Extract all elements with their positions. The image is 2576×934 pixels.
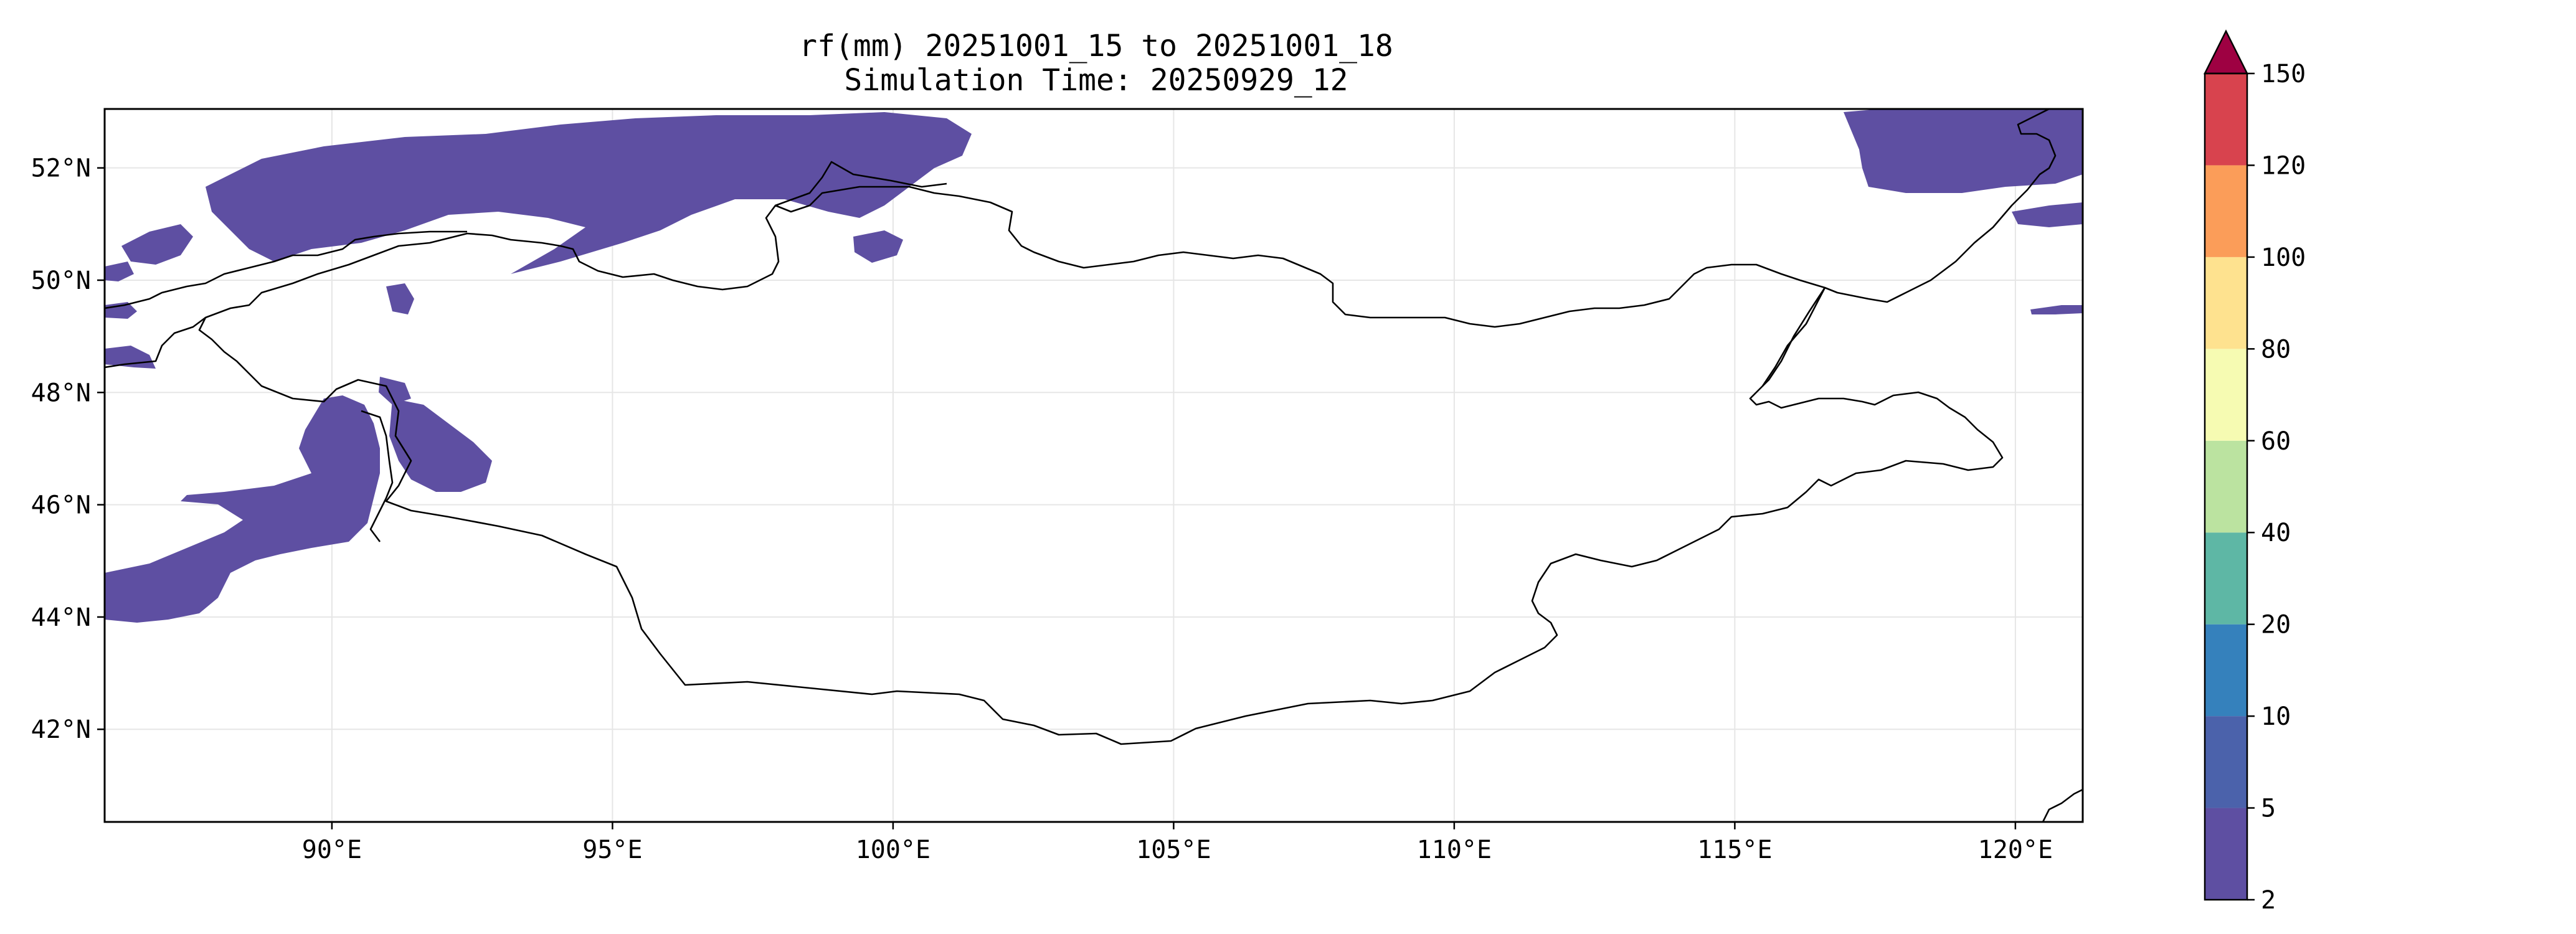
rain-area-altai-small — [379, 377, 411, 405]
northeast-china-inner-border — [1762, 287, 1826, 387]
colorbar-bin — [2205, 440, 2247, 533]
map-panel: 90°E 95°E 100°E 105°E 110°E 115°E 120°E 52°N 50… — [31, 108, 2084, 864]
longitude-ticks: 90°E 95°E 100°E 105°E 110°E 115°E 120°E — [302, 822, 2053, 864]
colorbar-tick-label: 150 — [2261, 60, 2306, 88]
colorbar-extend-arrow — [2203, 29, 2249, 75]
russia-northwest-line — [775, 161, 947, 207]
colorbar-tick-label: 60 — [2261, 427, 2291, 456]
rain-area-northeast — [1844, 109, 2083, 193]
colorbar-frame — [2204, 72, 2248, 901]
precipitation-areas — [105, 109, 2083, 623]
country-borders — [105, 109, 2083, 822]
russia-kazakhstan-border — [105, 230, 467, 369]
mongolia-border — [198, 186, 2004, 745]
lon-tick-label: 115°E — [1697, 836, 1772, 864]
lon-tick-label: 105°E — [1136, 836, 1211, 864]
colorbar-bin — [2205, 624, 2247, 717]
map-title-line1: rf(mm) 20251001_15 to 20251001_18 — [799, 29, 1393, 64]
rain-area-small-west-siberia — [386, 283, 414, 314]
colorbar-bin — [2205, 532, 2247, 625]
lon-tick-label: 95°E — [582, 836, 642, 864]
china-kazakhstan-border — [361, 410, 394, 542]
lon-tick-label: 90°E — [302, 836, 362, 864]
colorbar-bin — [2205, 73, 2247, 166]
colorbar-tick-label: 80 — [2261, 335, 2291, 364]
rain-area-western-lake — [853, 230, 903, 263]
colorbar-tick-label: 120 — [2261, 151, 2306, 180]
rain-area-altai-west — [105, 395, 380, 623]
colorbar-tick-label: 100 — [2261, 243, 2306, 272]
colorbar-bin — [2205, 716, 2247, 808]
colorbar-tick-label: 40 — [2261, 519, 2291, 547]
lat-tick-label: 50°N — [31, 267, 91, 295]
lon-tick-label: 100°E — [856, 836, 930, 864]
colorbar-bin — [2205, 349, 2247, 441]
colorbar: 2 5 10 20 40 60 80 100 120 150 — [2203, 29, 2306, 915]
rain-area-northwest-small-2 — [105, 262, 134, 281]
map-frame — [103, 108, 2084, 823]
lon-tick-label: 120°E — [1978, 836, 2053, 864]
colorbar-tick-label: 2 — [2261, 886, 2276, 915]
colorbar-tick-label: 20 — [2261, 611, 2291, 639]
map-title-line2: Simulation Time: 20250929_12 — [844, 63, 1348, 98]
rain-area-east-edge — [2030, 305, 2083, 314]
lat-tick-label: 46°N — [31, 491, 91, 520]
china-russia-northeast-border — [1824, 109, 2057, 303]
lat-tick-label: 42°N — [31, 715, 91, 744]
rain-area-northeast-small — [2012, 202, 2083, 227]
colorbar-tick-label: 5 — [2261, 795, 2276, 823]
rain-area-northwest-small-1 — [121, 224, 193, 265]
colorbar-bin — [2205, 165, 2247, 257]
southeast-corner-coast — [2042, 788, 2083, 822]
lat-tick-label: 44°N — [31, 603, 91, 632]
lon-tick-label: 110°E — [1417, 836, 1492, 864]
lat-tick-label: 48°N — [31, 379, 91, 407]
colorbar-bin — [2205, 808, 2247, 900]
colorbar-bin — [2205, 257, 2247, 349]
rain-area-altai-east — [389, 399, 492, 492]
rain-area-north-siberia — [206, 112, 972, 274]
colorbar-tick-label: 10 — [2261, 702, 2291, 731]
lat-tick-label: 52°N — [31, 154, 91, 183]
latitude-ticks: 52°N 50°N 48°N 46°N 44°N 42°N — [31, 154, 105, 744]
